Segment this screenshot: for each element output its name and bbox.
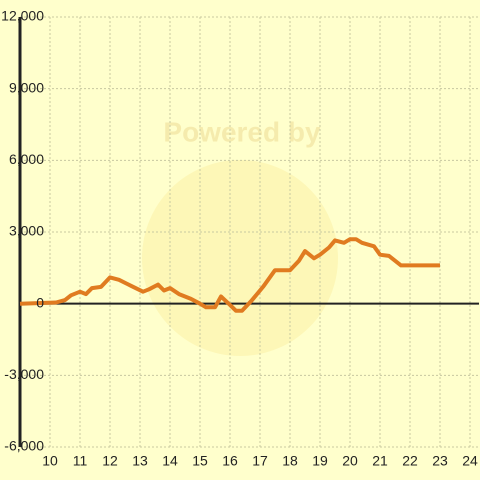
y-tick-label: 3,000 <box>9 223 44 239</box>
x-tick-label: 21 <box>372 453 388 469</box>
x-tick-label: 18 <box>282 453 298 469</box>
x-tick-label: 22 <box>402 453 418 469</box>
x-tick-label: 15 <box>192 453 208 469</box>
x-tick-label: 14 <box>162 453 178 469</box>
watermark-logo <box>142 160 338 356</box>
labels: -6,000 -3,000 0 3,000 6,000 9,000 12,000 10 11 12… <box>1 8 478 469</box>
x-tick-label: 13 <box>132 453 148 469</box>
y-tick-label: -6,000 <box>4 438 44 454</box>
y-tick-label: 9,000 <box>9 79 44 95</box>
x-tick-label: 16 <box>222 453 238 469</box>
plot <box>19 237 440 313</box>
y-tick-label: 0 <box>36 294 44 310</box>
y-tick-label: 6,000 <box>9 151 44 167</box>
x-tick-label: 12 <box>102 453 118 469</box>
y-tick-label: 12,000 <box>1 8 44 24</box>
x-tick-label: 10 <box>42 453 58 469</box>
x-tick-label: 20 <box>342 453 358 469</box>
grid <box>18 16 479 448</box>
y-tick-label: -3,000 <box>4 366 44 382</box>
x-tick-label: 11 <box>73 453 88 469</box>
x-tick-label: 19 <box>312 453 328 469</box>
watermark: Powered by <box>163 116 321 147</box>
x-tick-label: 24 <box>462 453 478 469</box>
line-series <box>19 237 440 313</box>
x-tick-label: 23 <box>432 453 448 469</box>
x-tick-label: 17 <box>252 453 268 469</box>
